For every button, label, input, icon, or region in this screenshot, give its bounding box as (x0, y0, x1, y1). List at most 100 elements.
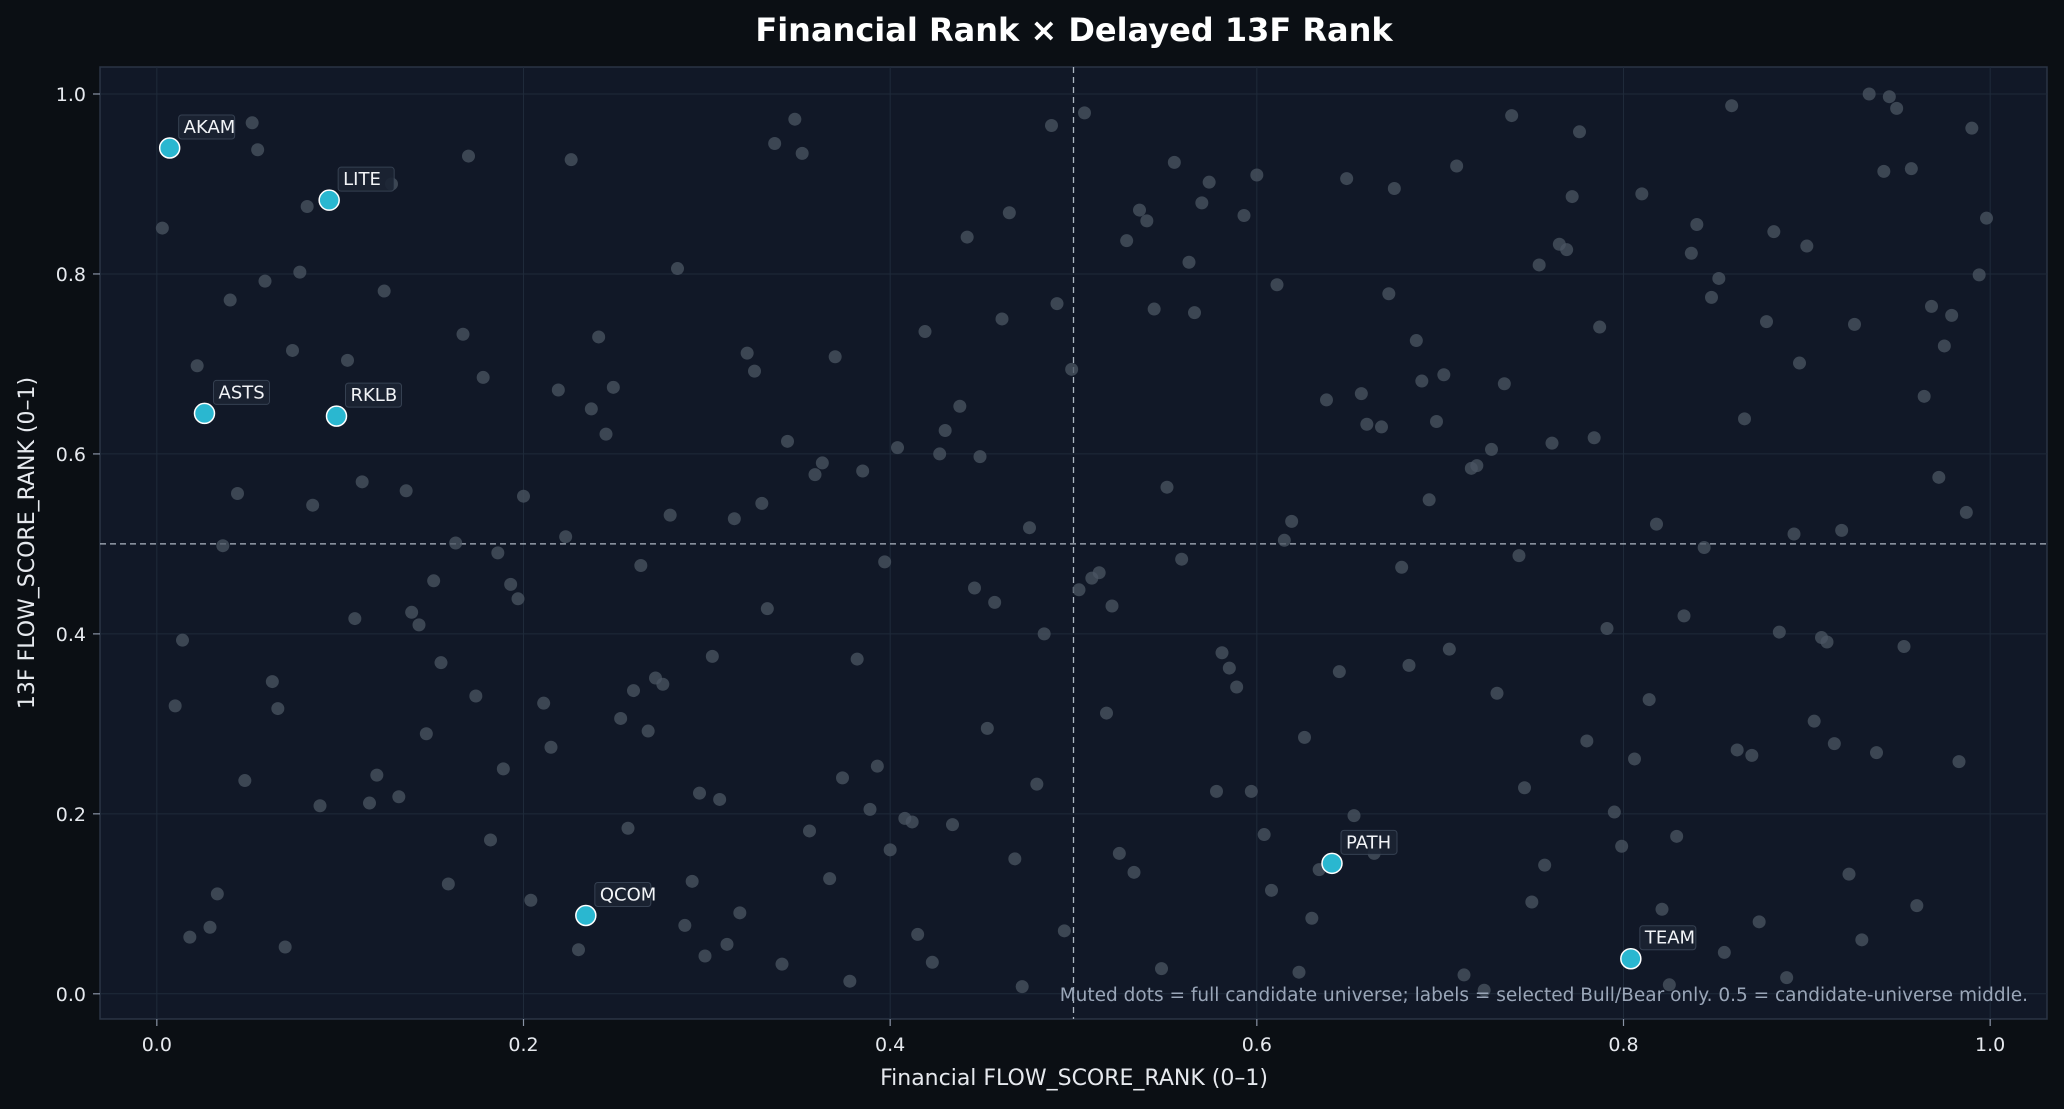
universe-point (1820, 635, 1834, 649)
universe-point (733, 906, 747, 920)
x-tick-label: 0.8 (1608, 1034, 1638, 1056)
universe-point (1387, 181, 1401, 195)
point-label-box (345, 382, 402, 408)
universe-point (1945, 308, 1959, 322)
y-axis-label: 13F FLOW_SCORE_RANK (0–1) (15, 377, 40, 709)
universe-point (1545, 436, 1559, 450)
universe-point (1615, 839, 1629, 853)
universe-point (953, 399, 967, 413)
universe-point (1422, 493, 1436, 507)
universe-point (1607, 805, 1621, 819)
universe-point (815, 456, 829, 470)
universe-point (1793, 356, 1806, 370)
universe-point (176, 633, 189, 647)
universe-point (1980, 211, 1993, 225)
universe-point (592, 330, 606, 344)
universe-point (918, 325, 932, 339)
universe-point (572, 943, 585, 957)
universe-point (434, 656, 448, 670)
universe-point (1065, 362, 1079, 376)
universe-point (627, 684, 640, 698)
universe-point (1305, 911, 1319, 925)
universe-point (1518, 781, 1531, 795)
universe-point (1917, 389, 1931, 403)
universe-point (584, 402, 598, 416)
universe-point (1932, 470, 1946, 484)
universe-point (1100, 706, 1113, 720)
universe-point (788, 112, 802, 126)
universe-point (155, 221, 169, 235)
universe-point (1037, 627, 1051, 641)
universe-point (1057, 924, 1071, 938)
point-label: QCOM (600, 885, 656, 906)
universe-point (377, 284, 391, 298)
point-label-box (178, 114, 236, 140)
universe-point (1767, 225, 1781, 239)
universe-point (1890, 101, 1904, 115)
universe-point (713, 792, 727, 806)
point-label-box (337, 166, 395, 192)
universe-point (634, 558, 648, 572)
universe-point (1222, 661, 1236, 675)
universe-point (419, 727, 433, 741)
universe-point (1127, 865, 1141, 879)
universe-point (1593, 320, 1607, 334)
universe-point (265, 675, 279, 689)
universe-point (168, 699, 182, 713)
point-label: AKAM (184, 117, 236, 138)
universe-point (1072, 583, 1086, 597)
universe-point (1409, 334, 1423, 348)
universe-point (1285, 514, 1299, 528)
universe-point (1002, 206, 1016, 220)
universe-point (1787, 527, 1801, 541)
point-label-box (213, 379, 270, 405)
universe-point (1925, 299, 1938, 313)
universe-point (1497, 377, 1511, 391)
universe-point (1972, 268, 1986, 282)
universe-point (1360, 417, 1374, 431)
universe-point (412, 618, 426, 632)
universe-point (1457, 968, 1471, 982)
universe-point (223, 293, 237, 307)
universe-point (925, 955, 939, 969)
universe-point (405, 605, 419, 619)
universe-point (656, 677, 670, 691)
universe-point (1395, 560, 1409, 574)
universe-point (1910, 899, 1924, 913)
universe-point (441, 877, 455, 891)
universe-point (1565, 190, 1579, 204)
universe-point (803, 824, 816, 838)
y-tick-label: 0.8 (56, 264, 86, 286)
y-tick-label: 1.0 (56, 84, 86, 106)
universe-point (1332, 665, 1346, 679)
universe-point (469, 689, 483, 703)
universe-point (1188, 306, 1201, 320)
universe-point (1477, 983, 1491, 997)
universe-point (768, 136, 782, 150)
universe-point (449, 536, 463, 550)
universe-point (551, 383, 565, 397)
universe-point (504, 577, 518, 591)
universe-point (1684, 246, 1698, 260)
universe-point (863, 802, 877, 816)
universe-point (808, 468, 822, 482)
universe-point (1532, 258, 1546, 272)
universe-point (1277, 533, 1291, 547)
universe-point (705, 649, 719, 663)
highlight-point (1321, 852, 1343, 875)
universe-point (1140, 214, 1154, 228)
universe-point (1628, 752, 1641, 766)
universe-point (363, 796, 376, 810)
universe-point (1752, 915, 1766, 929)
universe-point (1320, 393, 1333, 407)
universe-point (1807, 714, 1821, 728)
highlight-point-group: TEAM (1620, 925, 1697, 970)
highlighted-points: AKAM LITE ASTS RKLB QCOM PATH TEAM (158, 114, 1697, 970)
universe-point (856, 464, 870, 478)
x-tick-label: 0.6 (1242, 1034, 1272, 1056)
universe-point (1745, 748, 1759, 762)
universe-point (988, 595, 1002, 609)
highlight-point (575, 904, 597, 927)
universe-point (1415, 374, 1429, 388)
